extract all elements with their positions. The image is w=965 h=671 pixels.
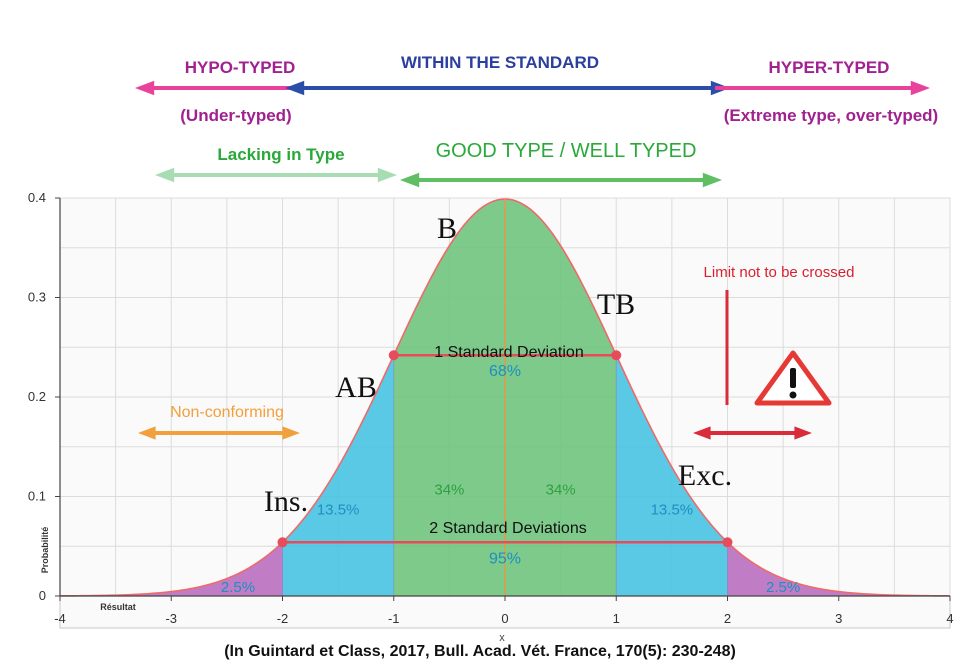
curve-layer (59, 198, 951, 597)
lacking-in-type-label: Lacking in Type (217, 145, 344, 164)
non-conforming-arrow-head-right (282, 426, 300, 440)
region-green (393, 199, 505, 597)
non-conforming-arrow-head-left (138, 426, 156, 440)
x-tick-label: -3 (165, 611, 177, 626)
y-tick-label: 0.1 (28, 489, 46, 504)
region-percent-label: 2.5% (221, 579, 255, 596)
x-tick-label: 1 (613, 611, 620, 626)
x-tick-label: -2 (277, 611, 289, 626)
under-typed-label: (Under-typed) (180, 106, 291, 125)
citation: (In Guintard et Class, 2017, Bull. Acad.… (224, 643, 736, 660)
x-tick-label: 4 (946, 611, 953, 626)
non-conforming-label: Non-conforming (170, 404, 284, 421)
hyper-typed-label: HYPER-TYPED (769, 58, 890, 77)
limit-arrow-head-right (794, 426, 812, 440)
grade-ins-label: Ins. (264, 485, 308, 518)
hypo-typed-label: HYPO-TYPED (185, 58, 296, 77)
y-tick-label: 0 (39, 588, 46, 603)
lacking-arrow (155, 167, 397, 183)
lacking-arrow-head-left (155, 167, 175, 183)
region-percent-label: 13.5% (651, 501, 694, 518)
lacking-arrow-head-right (377, 167, 397, 183)
interval-percent-label: 68% (489, 363, 521, 380)
y-tick-label: 0.4 (28, 190, 46, 205)
region-percent-label: 34% (434, 482, 464, 499)
good-type-arrow (400, 172, 722, 188)
grade-tb-label: TB (597, 288, 635, 321)
region-percent-label: 13.5% (317, 501, 360, 518)
interval-point (277, 537, 288, 548)
region-purple (727, 542, 950, 596)
warning-triangle-icon (754, 350, 832, 406)
axes: -4 -3 -2 -1 0 1 2 3 4 0 0.1 0.2 0.3 0.4 Résultat Probab… (28, 190, 954, 644)
limit-label: Limit not to be crossed (704, 264, 855, 281)
within-standard-label: WITHIN THE STANDARD (401, 53, 599, 72)
region-purple (60, 542, 283, 596)
distribution-regions (60, 199, 950, 597)
good-type-arrow-head-right (702, 172, 722, 188)
over-typed-label: (Extreme type, over-typed) (724, 106, 938, 125)
standard-arrow (285, 80, 730, 96)
good-type-label: GOOD TYPE / WELL TYPED (436, 140, 697, 162)
x-tick-label: 3 (835, 611, 842, 626)
region-green (505, 199, 617, 597)
good-type-arrow-head-left (400, 172, 420, 188)
hypo-arrow-head-left (135, 80, 155, 96)
grade-exc-label: Exc. (678, 459, 732, 492)
hypo-arrow (135, 80, 312, 96)
region-percent-label: 34% (546, 482, 576, 499)
interval-percent-label: 95% (489, 550, 521, 567)
one-sd-label: 1 Standard Deviation (434, 344, 583, 361)
y-tick-label: 0.3 (28, 290, 46, 305)
interval-point (722, 537, 733, 548)
interval-point (611, 350, 622, 361)
region-percent-label: 2.5% (766, 579, 800, 596)
hyper-arrow-head-right (910, 80, 930, 96)
x-tick-label: 2 (724, 611, 731, 626)
x-tick-label: -1 (388, 611, 400, 626)
two-sd-label: 2 Standard Deviations (429, 520, 586, 537)
grade-b-label: B (437, 212, 457, 245)
chart-marks: 68% 95% 2.5% 13.5% 34% 34% 13.5% 2.5% (221, 199, 800, 596)
x-tick-label: 0 (501, 611, 508, 626)
limit-arrow (693, 426, 812, 440)
header-arrows (135, 80, 930, 440)
limit-arrow-head-left (693, 426, 711, 440)
non-conforming-arrow (138, 426, 300, 440)
y-tick-label: 0.2 (28, 389, 46, 404)
x-axis-label: Résultat (100, 602, 136, 612)
grade-ab-label: AB (335, 371, 377, 404)
y-axis-label: Probabilité (40, 527, 50, 574)
density-curve (59, 198, 951, 597)
x-axis-symbol: x (499, 632, 505, 644)
x-tick-label: -4 (54, 611, 66, 626)
hyper-arrow (715, 80, 930, 96)
standard-arrow-head-left (285, 80, 305, 96)
interval-point (388, 350, 399, 361)
